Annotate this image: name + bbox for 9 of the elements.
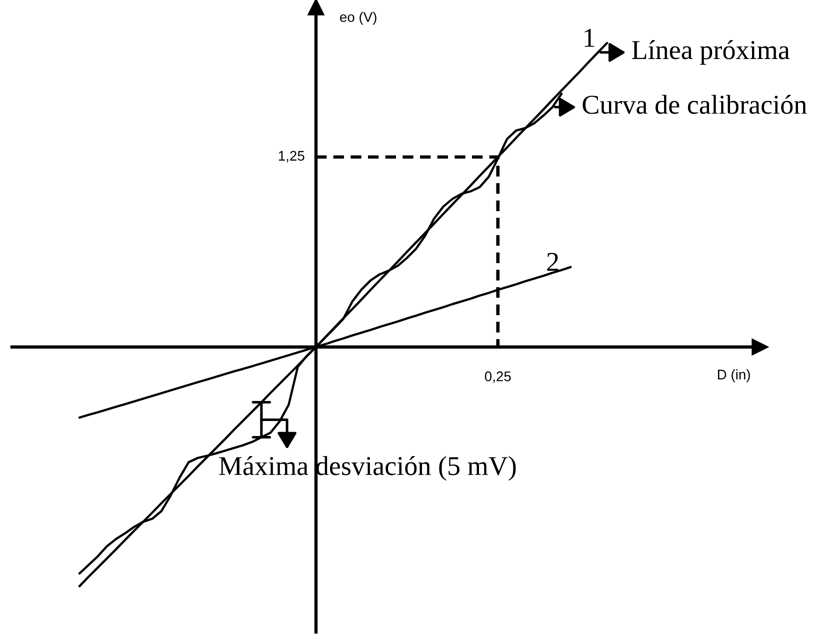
annotation: Curva de calibración <box>582 94 807 114</box>
series-label: 2 <box>547 252 558 271</box>
y-axis-title: eo (V) <box>340 12 376 25</box>
text: Línea próxima <box>632 40 790 65</box>
legend-label: 1 <box>584 28 594 47</box>
annotation: 0,25 <box>484 371 511 383</box>
annotation: 1,25 <box>278 150 304 162</box>
annotation: Máxima desviación (5 mV) <box>219 456 516 481</box>
text: D (in) <box>718 369 750 382</box>
